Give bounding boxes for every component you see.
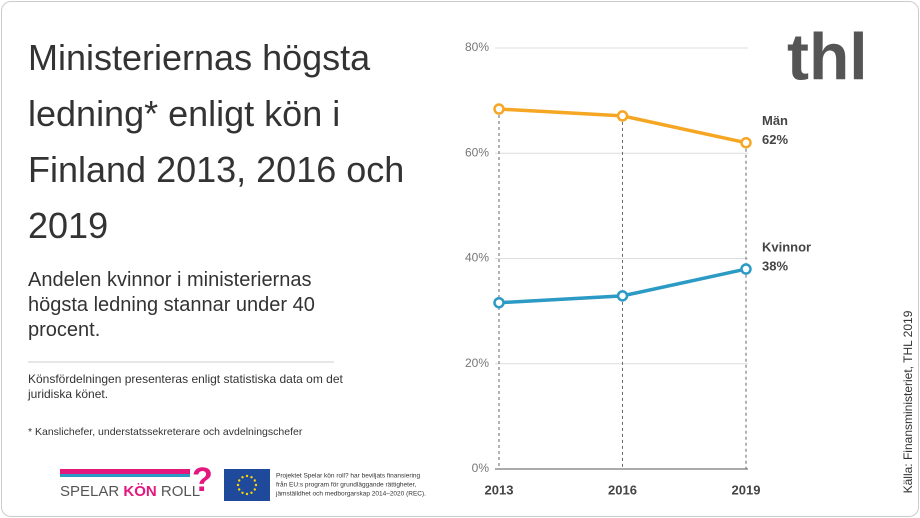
- x-tick-label: 2019: [732, 482, 761, 497]
- point: [740, 136, 752, 149]
- eu-flag: [224, 469, 270, 501]
- eu-text: från EU:s program för grundläggande rätt…: [276, 481, 416, 489]
- logo-bar: [60, 474, 190, 477]
- logo: thl: [787, 19, 868, 93]
- value-label: 62%: [762, 132, 788, 147]
- point: [493, 103, 505, 115]
- eu-stars: [236, 474, 258, 496]
- x-tick-label: 2013: [485, 482, 514, 497]
- logo-bar: [60, 469, 190, 474]
- series-name: Män: [762, 113, 788, 128]
- eu-star: [245, 492, 249, 496]
- title: Ministeriernas högsta ledning* enligt kö…: [28, 37, 405, 246]
- eu-star: [250, 491, 253, 494]
- eu-star: [238, 488, 241, 491]
- y-tick-label: 40%: [465, 251, 489, 265]
- project-logo: SPELAR KÖN ROLL: [60, 483, 200, 500]
- question-mark: ?: [192, 461, 213, 499]
- y-tick-label: 80%: [465, 40, 489, 54]
- footnote: * Kanslichefer, understatssekreterare oc…: [28, 426, 303, 438]
- eu-star: [253, 488, 256, 491]
- eu-text: Projektet Spelar kön roll? har beviljats…: [276, 473, 421, 480]
- point: [616, 290, 629, 302]
- eu-star: [245, 474, 249, 478]
- point: [616, 110, 629, 122]
- eu-star: [254, 483, 258, 487]
- eu-star: [238, 479, 241, 482]
- y-tick-label: 20%: [465, 356, 489, 370]
- eu-star: [236, 483, 240, 487]
- y-tick-label: 60%: [465, 145, 489, 159]
- series-name: Kvinnor: [762, 239, 811, 254]
- value-label: 38%: [762, 258, 788, 273]
- eu-star: [241, 476, 244, 479]
- eu-text: jämställdhet och medborgarskap 2014–2020…: [275, 491, 426, 498]
- eu-star: [250, 476, 253, 479]
- eu-star: [241, 491, 244, 494]
- note: Könsfördelningen presenteras enligt stat…: [28, 372, 343, 401]
- subtitle: Andelen kvinnor i ministeriernas högsta …: [28, 269, 315, 341]
- y-tick-label: 0%: [472, 461, 490, 475]
- source: Källa: Finansministeriet, THL 2019: [901, 310, 915, 493]
- point: [493, 296, 505, 309]
- x-tick-label: 2016: [608, 482, 637, 497]
- eu-star: [253, 479, 256, 482]
- point: [740, 263, 752, 275]
